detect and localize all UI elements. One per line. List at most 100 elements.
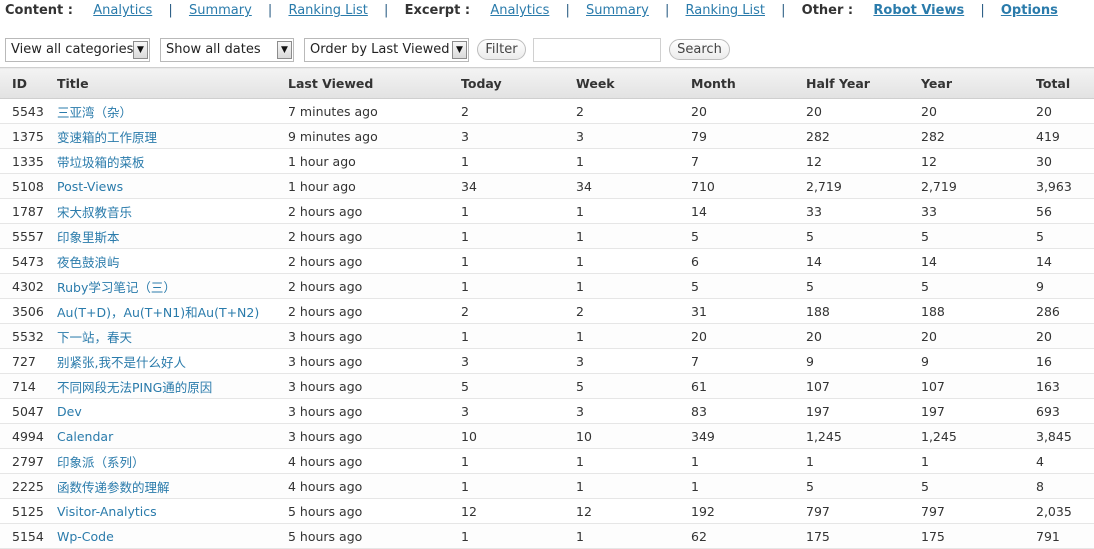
excerpt-summary-link[interactable]: Summary: [586, 3, 649, 18]
cell-month: 1: [691, 473, 806, 499]
cell-month: 79: [691, 123, 806, 149]
cell-title-link[interactable]: 不同网段无法PING通的原因: [57, 373, 288, 399]
cell-today: 1: [461, 198, 576, 224]
excerpt-ranking-list-link[interactable]: Ranking List: [685, 3, 765, 18]
table-row: 5473 夜色鼓浪屿 2 hours ago 1 1 6 14 14 14: [0, 248, 1094, 274]
cell-title-link[interactable]: Visitor-Analytics: [57, 498, 288, 524]
excerpt-analytics-link[interactable]: Analytics: [490, 3, 550, 18]
cell-id: 727: [0, 348, 57, 374]
cell-month: 5: [691, 273, 806, 299]
order-select[interactable]: Order by Last Viewed ▼: [304, 38, 469, 62]
cell-total: 791: [1036, 523, 1094, 549]
content-ranking-list-link[interactable]: Ranking List: [288, 3, 368, 18]
cell-title-link[interactable]: 别紧张,我不是什么好人: [57, 348, 288, 374]
cell-month: 349: [691, 423, 806, 449]
nav-separator: |: [781, 3, 786, 18]
table-row: 1787 宋大叔教音乐 2 hours ago 1 1 14 33 33 56: [0, 198, 1094, 224]
cell-title-link[interactable]: 印象里斯本: [57, 223, 288, 249]
search-button[interactable]: Search: [669, 39, 730, 60]
column-header-last-viewed[interactable]: Last Viewed: [288, 67, 461, 99]
cell-year: 107: [921, 373, 1036, 399]
cell-total: 9: [1036, 273, 1094, 299]
cell-title-link[interactable]: 夜色鼓浪屿: [57, 248, 288, 274]
cell-total: 163: [1036, 373, 1094, 399]
cell-title-link[interactable]: Wp-Code: [57, 523, 288, 549]
category-select[interactable]: View all categories ▼: [5, 38, 150, 62]
cell-id: 5108: [0, 173, 57, 199]
column-header-half-year[interactable]: Half Year: [806, 67, 921, 99]
cell-today: 1: [461, 248, 576, 274]
content-analytics-link[interactable]: Analytics: [93, 3, 153, 18]
cell-title-link[interactable]: Calendar: [57, 423, 288, 449]
column-header-month[interactable]: Month: [691, 67, 806, 99]
chevron-down-icon[interactable]: ▼: [277, 41, 292, 59]
robot-views-link[interactable]: Robot Views: [873, 3, 965, 18]
cell-week: 1: [576, 523, 691, 549]
cell-total: 16: [1036, 348, 1094, 374]
chevron-down-icon[interactable]: ▼: [133, 41, 148, 59]
cell-half-year: 197: [806, 398, 921, 424]
cell-today: 2: [461, 98, 576, 124]
options-link[interactable]: Options: [1000, 3, 1058, 18]
cell-week: 1: [576, 448, 691, 474]
cell-title-link[interactable]: 变速箱的工作原理: [57, 123, 288, 149]
cell-year: 12: [921, 148, 1036, 174]
cell-last-viewed: 5 hours ago: [288, 498, 461, 524]
cell-last-viewed: 4 hours ago: [288, 473, 461, 499]
cell-year: 175: [921, 523, 1036, 549]
cell-id: 714: [0, 373, 57, 399]
cell-month: 31: [691, 298, 806, 324]
column-header-week[interactable]: Week: [576, 67, 691, 99]
cell-last-viewed: 2 hours ago: [288, 298, 461, 324]
cell-half-year: 175: [806, 523, 921, 549]
cell-title-link[interactable]: 印象派（系列）: [57, 448, 288, 474]
table-row: 4994 Calendar 3 hours ago 10 10 349 1,245 1,245…: [0, 423, 1094, 449]
cell-title-link[interactable]: 宋大叔教音乐: [57, 198, 288, 224]
column-header-total[interactable]: Total: [1036, 67, 1094, 99]
table-row: 5557 印象里斯本 2 hours ago 1 1 5 5 5 5: [0, 223, 1094, 249]
column-header-id[interactable]: ID: [0, 67, 57, 99]
filter-button[interactable]: Filter: [477, 39, 526, 60]
cell-title-link[interactable]: Post-Views: [57, 173, 288, 199]
cell-title-link[interactable]: Ruby学习笔记（三）: [57, 273, 288, 299]
cell-today: 3: [461, 398, 576, 424]
cell-title-link[interactable]: 函数传递参数的理解: [57, 473, 288, 499]
cell-today: 1: [461, 448, 576, 474]
order-select-value: Order by Last Viewed: [310, 42, 450, 57]
cell-title-link[interactable]: 三亚湾（杂）: [57, 98, 288, 124]
cell-today: 5: [461, 373, 576, 399]
table-row: 5154 Wp-Code 5 hours ago 1 1 62 175 175 791: [0, 523, 1094, 549]
cell-last-viewed: 2 hours ago: [288, 198, 461, 224]
cell-total: 3,963: [1036, 173, 1094, 199]
cell-week: 1: [576, 473, 691, 499]
cell-title-link[interactable]: 下一站，春天: [57, 323, 288, 349]
cell-id: 1787: [0, 198, 57, 224]
cell-last-viewed: 7 minutes ago: [288, 98, 461, 124]
cell-year: 5: [921, 223, 1036, 249]
table-row: 5532 下一站，春天 3 hours ago 1 1 20 20 20 20: [0, 323, 1094, 349]
cell-last-viewed: 2 hours ago: [288, 223, 461, 249]
search-input[interactable]: [533, 38, 661, 62]
date-select[interactable]: Show all dates ▼: [160, 38, 294, 62]
cell-total: 2,035: [1036, 498, 1094, 524]
cell-title-link[interactable]: Dev: [57, 398, 288, 424]
cell-week: 1: [576, 323, 691, 349]
nav-separator: |: [565, 3, 570, 18]
cell-year: 20: [921, 98, 1036, 124]
cell-today: 3: [461, 348, 576, 374]
table-row: 5125 Visitor-Analytics 5 hours ago 12 12 192 7…: [0, 498, 1094, 524]
cell-year: 14: [921, 248, 1036, 274]
table-header-row: ID Title Last Viewed Today Week Month Ha…: [0, 67, 1094, 99]
date-select-value: Show all dates: [166, 42, 261, 57]
cell-month: 62: [691, 523, 806, 549]
cell-title-link[interactable]: 带垃圾箱的菜板: [57, 148, 288, 174]
cell-half-year: 1: [806, 448, 921, 474]
column-header-title[interactable]: Title: [57, 67, 288, 99]
cell-title-link[interactable]: Au(T+D)，Au(T+N1)和Au(T+N2): [57, 298, 288, 324]
column-header-year[interactable]: Year: [921, 67, 1036, 99]
cell-total: 20: [1036, 98, 1094, 124]
content-summary-link[interactable]: Summary: [188, 3, 252, 18]
chevron-down-icon[interactable]: ▼: [452, 41, 467, 59]
column-header-today[interactable]: Today: [461, 67, 576, 99]
table-row: 1335 带垃圾箱的菜板 1 hour ago 1 1 7 12 12 30: [0, 148, 1094, 174]
